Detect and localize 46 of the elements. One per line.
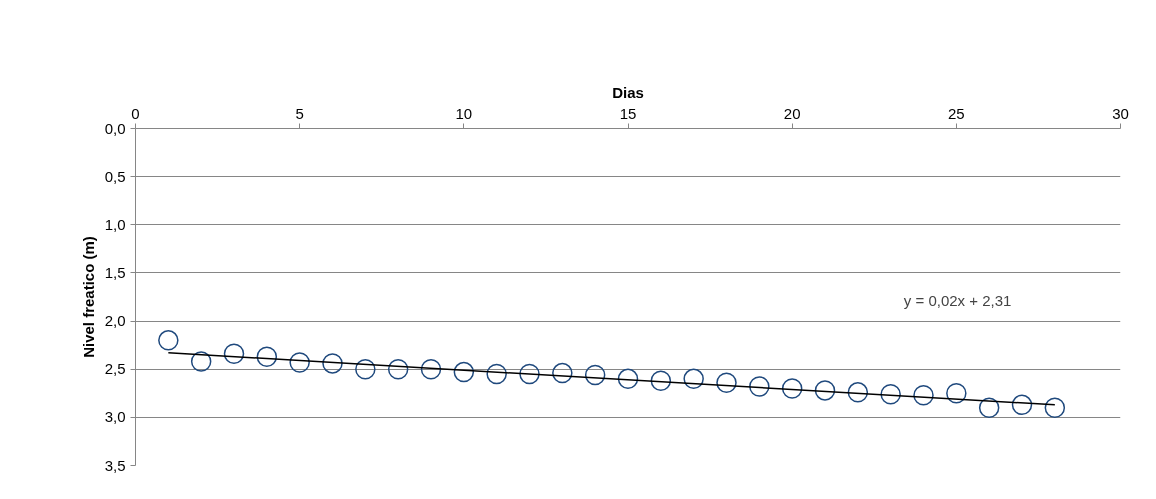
point bbox=[946, 383, 967, 404]
y-axis-title: Nivel freatico (m) bbox=[79, 236, 97, 358]
y-tick-label: 3,0 bbox=[104, 408, 126, 426]
point bbox=[584, 364, 606, 386]
point bbox=[650, 370, 672, 391]
x-tick-label: 15 bbox=[619, 104, 637, 122]
point bbox=[781, 378, 803, 399]
point bbox=[978, 397, 1000, 418]
point bbox=[1011, 394, 1033, 416]
x-tick-label: 30 bbox=[1112, 104, 1129, 122]
point bbox=[683, 368, 704, 390]
point bbox=[913, 384, 934, 406]
point bbox=[158, 330, 179, 351]
point bbox=[486, 363, 507, 385]
point bbox=[256, 346, 278, 367]
point bbox=[1044, 397, 1066, 418]
y-tick-label: 1,0 bbox=[104, 215, 126, 233]
point bbox=[223, 343, 245, 365]
point bbox=[519, 363, 540, 385]
x-tick-label: 20 bbox=[783, 104, 801, 122]
point bbox=[749, 376, 770, 397]
point bbox=[552, 362, 573, 384]
x-tick-label: 0 bbox=[131, 104, 140, 122]
point bbox=[453, 361, 475, 383]
point bbox=[387, 358, 409, 380]
point bbox=[289, 352, 310, 373]
y-tick-label: 0,0 bbox=[104, 119, 126, 137]
x-tick-label: 10 bbox=[455, 104, 473, 122]
point bbox=[420, 358, 442, 380]
y-tick-label: 2,0 bbox=[104, 312, 126, 330]
point bbox=[617, 368, 639, 390]
point bbox=[355, 358, 376, 380]
point bbox=[716, 372, 737, 393]
annotation: y = 0,02x + 2,31 bbox=[903, 291, 1012, 309]
y-tick-label: 2,5 bbox=[104, 360, 126, 378]
x-tick-label: 5 bbox=[295, 104, 304, 122]
point bbox=[190, 351, 212, 372]
y-tick-label: 1,5 bbox=[104, 263, 126, 281]
point bbox=[814, 380, 836, 401]
point bbox=[322, 353, 343, 374]
x-axis-title: Dias bbox=[612, 83, 644, 101]
point bbox=[880, 384, 901, 405]
point bbox=[847, 382, 869, 403]
y-tick-label: 0,5 bbox=[104, 167, 126, 185]
y-tick-label: 3,5 bbox=[104, 456, 126, 474]
x-tick-label: 25 bbox=[947, 104, 965, 122]
